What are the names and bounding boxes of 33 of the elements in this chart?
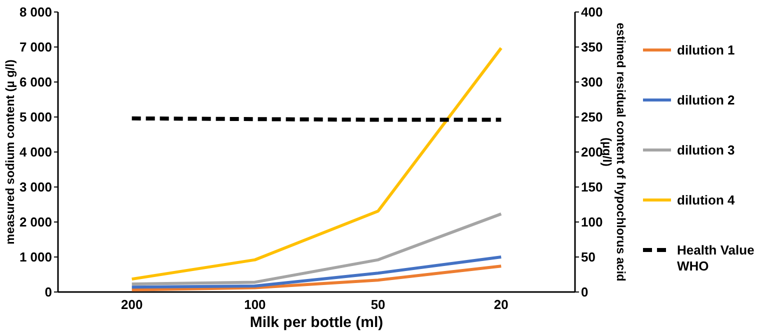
- x-tick-label: 20: [494, 297, 508, 312]
- y2-tick-label: 250: [581, 110, 603, 125]
- legend-label: dilution 3: [677, 142, 735, 158]
- y-tick-label: 8 000: [19, 4, 52, 20]
- y-tick-label: 1 000: [19, 250, 52, 265]
- line-series: [130, 256, 503, 289]
- y2-tick-label: 150: [581, 180, 603, 195]
- y2-tick-label: 300: [581, 74, 603, 90]
- y2-tick-label: 350: [581, 40, 603, 55]
- line-series: [130, 46, 503, 281]
- x-tick-label: 100: [244, 297, 266, 312]
- y-tick-label: 3 000: [19, 180, 52, 195]
- y-tick-label: 7 000: [19, 40, 52, 55]
- y2-tick-label: 200: [581, 144, 603, 160]
- legend-label: Health Value WHO: [677, 242, 754, 274]
- y-axis-title: measured sodium content (µ g/l): [3, 60, 17, 244]
- y-tick-label: 0: [44, 284, 52, 300]
- y2-tick-label: 400: [581, 4, 603, 20]
- y-tick-label: 2 000: [19, 214, 52, 230]
- y-tick-label: 6 000: [19, 74, 52, 90]
- legend-label: dilution 2: [677, 92, 735, 108]
- y-tick-label: 5 000: [19, 110, 52, 125]
- y2-tick-label: 100: [581, 214, 603, 230]
- legend-label: dilution 4: [677, 192, 736, 208]
- x-tick-label: 200: [121, 297, 143, 312]
- x-axis-title: Milk per bottle (ml): [250, 314, 384, 331]
- legend-label: dilution 1: [677, 42, 735, 58]
- y2-tick-label: 0: [581, 284, 588, 300]
- y-tick-label: 4 000: [19, 144, 52, 160]
- y2-tick-label: 50: [581, 250, 596, 265]
- line-series: [130, 264, 503, 292]
- x-tick-label: 50: [370, 297, 386, 312]
- line-series: [130, 212, 503, 286]
